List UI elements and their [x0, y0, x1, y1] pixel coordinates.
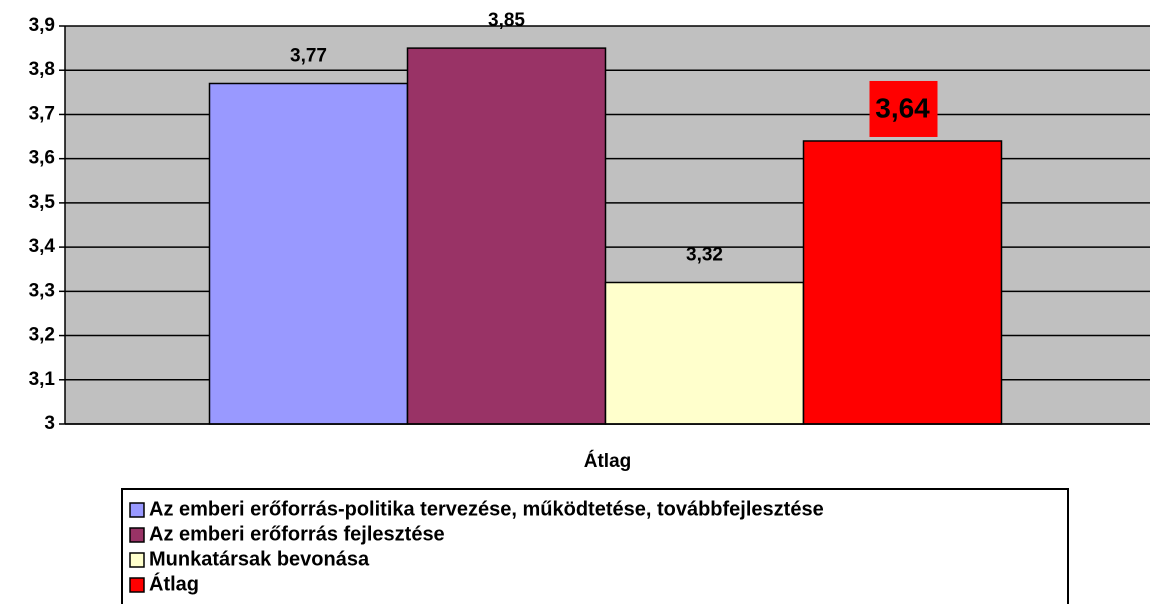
- y-tick-label: 3,4: [29, 236, 56, 257]
- bar: [604, 281, 805, 425]
- value-label: 3,32: [686, 245, 723, 266]
- y-tick-label: 3,3: [29, 280, 55, 301]
- value-label: 3,85: [488, 10, 525, 31]
- y-tick-label: 3,8: [29, 59, 55, 80]
- legend-swatch: [129, 577, 145, 593]
- y-tick-label: 3,2: [29, 325, 55, 346]
- bar: [802, 140, 1003, 425]
- legend-label: Munkatársak bevonása: [149, 548, 370, 570]
- y-tick-label: 3,7: [29, 103, 55, 124]
- legend-label: Az emberi erőforrás-politika tervezése, …: [149, 498, 824, 520]
- bar: [208, 82, 409, 425]
- x-tick-label: Átlag: [584, 450, 632, 472]
- value-label: 3,64: [875, 92, 930, 123]
- legend-box: [121, 488, 1069, 604]
- legend-label: Átlag: [149, 572, 199, 595]
- bar: [406, 47, 607, 425]
- y-tick-label: 3,9: [29, 15, 55, 36]
- value-label: 3,77: [290, 46, 327, 67]
- y-tick-label: 3: [44, 413, 55, 434]
- legend-swatch: [129, 527, 145, 543]
- legend-swatch: [129, 552, 145, 568]
- legend-swatch: [129, 502, 145, 518]
- y-tick-label: 3,1: [29, 369, 56, 390]
- y-tick-label: 3,5: [29, 192, 56, 213]
- value-label-box: [869, 80, 938, 137]
- y-tick-label: 3,6: [29, 148, 55, 169]
- legend-label: Az emberi erőforrás fejlesztése: [149, 523, 445, 545]
